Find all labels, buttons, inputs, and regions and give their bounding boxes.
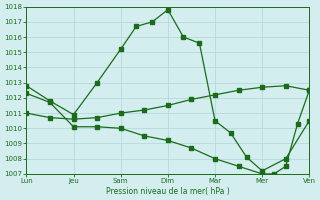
X-axis label: Pression niveau de la mer( hPa ): Pression niveau de la mer( hPa ) <box>106 187 230 196</box>
